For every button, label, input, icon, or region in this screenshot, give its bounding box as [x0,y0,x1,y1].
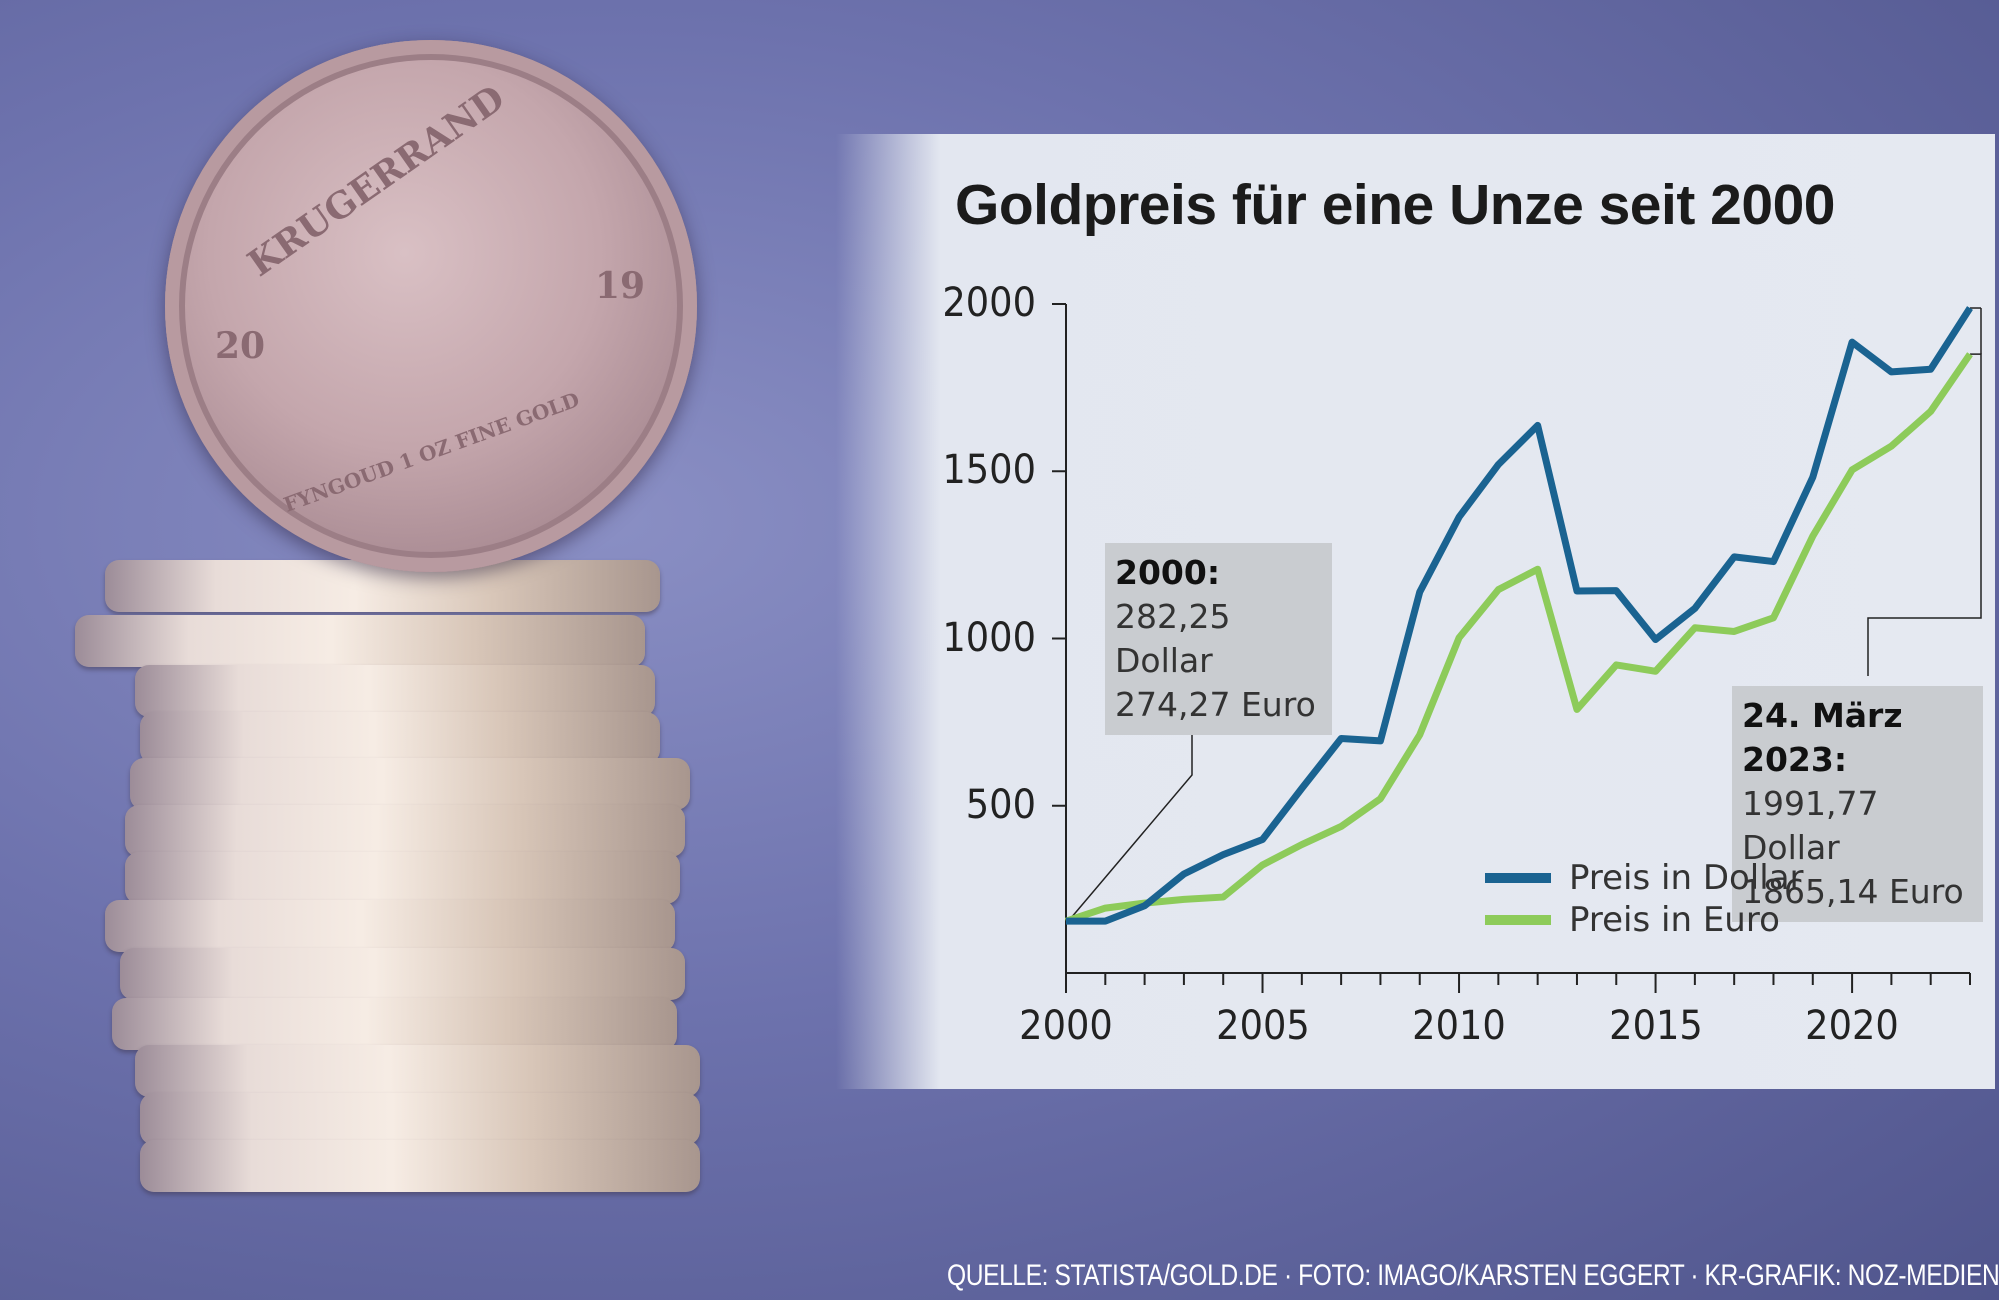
source-credit: QUELLE: STATISTA/GOLD.DE · FOTO: IMAGO/K… [947,1259,1999,1292]
coin-edge [125,805,685,857]
coin-edge [135,1045,700,1097]
y-tick-label: 500 [965,781,1036,828]
legend-label: Preis in Dollar [1569,858,1804,898]
annotation-title: 24. März 2023: [1742,696,1903,779]
x-tick-label: 2015 [1608,1003,1703,1049]
annotation-connector-2023 [1867,353,1982,676]
legend-swatch-euro [1485,915,1551,925]
y-tick-label: 2000 [942,280,1036,326]
annotation-euro: 274,27 Euro [1115,685,1316,724]
legend-item-euro: Preis in Euro [1485,900,1780,940]
coin-edge [105,900,675,952]
series-line-dollar [1066,306,1973,925]
coin-edge [120,948,685,1000]
annotation-2000: 2000: 282,25 Dollar 274,27 Euro [1105,543,1332,735]
krugerrand-coin: KRUGERRAND 20 19 FYNGOUD 1 OZ FINE GOLD [165,40,697,572]
coin-edge [125,852,680,904]
x-tick-label: 2000 [1019,1003,1113,1049]
chart-title: Goldpreis für eine Unze seit 2000 [955,173,1835,237]
annotation-euro: 1865,14 Euro [1742,872,1964,911]
coin-edge [130,758,690,810]
series-line-euro [1064,352,1973,925]
coin-edge [140,712,660,764]
coin-edge [140,1140,700,1192]
x-tick-label: 2010 [1412,1003,1506,1049]
annotation-title: 2000: [1115,553,1221,592]
y-tick-label: 1000 [942,614,1036,661]
coin-edge [135,665,655,717]
x-tick-label: 2005 [1215,1003,1310,1049]
annotation-2023: 24. März 2023: 1991,77 Dollar 1865,14 Eu… [1732,686,1983,922]
coin-edge [75,615,645,667]
legend-item-dollar: Preis in Dollar [1485,858,1804,898]
legend-label: Preis in Euro [1569,900,1780,940]
annotation-dollar: 1991,77 Dollar [1742,784,1879,867]
y-tick-label: 1500 [942,447,1036,494]
coin-stack-photo: KRUGERRAND 20 19 FYNGOUD 1 OZ FINE GOLD [0,0,836,1300]
coin-edge [105,560,660,612]
coin-edge [140,1093,700,1145]
coin-year-left: 20 [215,325,266,367]
annotation-dollar: 282,25 Dollar [1115,597,1231,680]
coin-edge [112,998,677,1050]
legend-swatch-dollar [1485,873,1551,883]
coin-year-right: 19 [595,265,646,307]
x-tick-label: 2020 [1805,1003,1899,1049]
